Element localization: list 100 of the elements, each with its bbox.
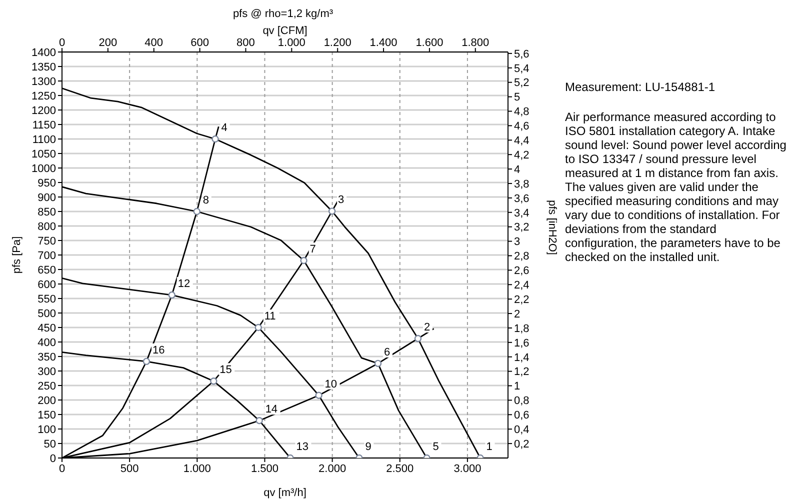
x-tick-label: 500 [120, 462, 139, 475]
y-tick-label: 1050 [32, 148, 56, 160]
y-tick-label: 200 [38, 394, 56, 407]
y-tick-label: 1400 [32, 46, 56, 59]
annotation: 5 [432, 441, 439, 453]
y2-tick-label: 4,4 [514, 135, 530, 148]
x2-tick-label: 1.800 [462, 37, 490, 49]
annotation: 7 [310, 244, 316, 256]
point [142, 358, 150, 366]
y2-tick-label: 0,4 [514, 424, 530, 436]
y-tick-label: 50 [44, 438, 56, 450]
x2-tick-label: 0 [58, 37, 66, 49]
annotation: 8 [202, 194, 210, 206]
y2-tick-label: 1,8 [514, 322, 530, 335]
annotation: 13 [296, 441, 309, 453]
x-tick-label: 2.500 [386, 462, 414, 475]
y-tick-label: 400 [38, 336, 56, 349]
x2-axis-title: qv [CFM] [262, 25, 308, 37]
x2-tick-label: 600 [190, 37, 209, 49]
y-tick-label: 1000 [32, 162, 56, 175]
annotation: 2 [424, 322, 430, 334]
y-tick-label: 950 [38, 177, 56, 190]
x2-tick-label: 400 [144, 37, 164, 49]
y2-tick-label: 1 [514, 380, 520, 393]
y2-tick-label: 1,6 [514, 337, 530, 350]
y-tick-label: 0 [50, 452, 56, 465]
chart-title: pfs @ rho=1,2 kg/m³ [232, 8, 334, 20]
x2-tick-label: 1.200 [324, 37, 352, 49]
text: Air performance measured according to ISO 5801 installation category A. Intake sound level: Sound power level according to ISO 13347 / sound pressure level measured at 1 m distance from fan axis. The values given are valid under the specified measuring conditions and may vary due to conditions of installation. For deviations from the standard configuration, the parameters have to be checked on the installed unit. [565, 110, 786, 264]
point [256, 416, 263, 424]
annotation: 12 [178, 278, 190, 290]
y2-tick-label: 1,2 [514, 366, 530, 378]
annotation: 4 [221, 122, 228, 134]
y-tick-label: 100 [38, 424, 56, 436]
x2-tick-label: 200 [98, 37, 118, 49]
y-tick-label: 1150 [32, 119, 56, 132]
y-tick-label: 650 [38, 264, 56, 276]
y2-tick-label: 0,8 [514, 395, 530, 408]
point [212, 135, 219, 143]
annotation: 3 [338, 194, 344, 206]
y2-axis-title: pfs [inH2O] [546, 200, 558, 255]
y-tick-label: 700 [38, 250, 56, 262]
y-tick-label: 550 [38, 293, 56, 306]
annotation: 6 [384, 346, 390, 358]
y2-tick-label: 3 [514, 236, 520, 248]
y2-tick-label: 5,2 [514, 77, 530, 90]
y2-tick-label: 3,6 [514, 192, 530, 205]
point [193, 208, 200, 216]
annotation: 1 [486, 441, 492, 453]
y-tick-label: 850 [38, 206, 56, 218]
y2-tick-label: 5,4 [514, 62, 530, 75]
y-tick-label: 600 [38, 278, 56, 291]
y2-tick-label: 4,2 [514, 149, 530, 162]
point [414, 334, 422, 342]
x-axis-title: qv [m³/h] [264, 487, 306, 499]
y-tick-label: 250 [38, 380, 56, 392]
y-tick-label: 150 [38, 409, 56, 422]
y2-tick-label: 4 [514, 164, 520, 176]
y-tick-label: 300 [38, 366, 56, 378]
point [315, 392, 322, 399]
x-tick-label: 1.500 [250, 462, 278, 475]
x-tick-label: 0 [58, 462, 66, 475]
x-tick-label: 2.000 [318, 462, 346, 475]
y-tick-label: 350 [38, 351, 56, 364]
y-tick-label: 1100 [32, 134, 56, 146]
y2-tick-label: 3,4 [514, 207, 530, 220]
annotation: 16 [152, 344, 165, 356]
y2-tick-label: 1,4 [514, 352, 530, 364]
annotation: 11 [264, 310, 276, 322]
point [254, 324, 262, 332]
y-tick-label: 1300 [32, 76, 56, 88]
y-axis-title: pfs [Pa] [10, 236, 23, 274]
y2-tick-label: 2,2 [514, 294, 530, 306]
y-tick-label: 800 [38, 220, 56, 233]
point [374, 360, 382, 368]
y2-tick-label: 0,2 [514, 438, 530, 450]
annotation: 10 [324, 378, 338, 390]
point [328, 208, 336, 215]
x-tick-label: 1.000 [183, 462, 211, 475]
x2-tick-label: 1.000 [278, 37, 306, 49]
y-tick-label: 450 [38, 322, 56, 334]
x2-tick-label: 800 [236, 37, 255, 49]
y2-tick-label: 4,6 [514, 120, 530, 133]
point [168, 291, 176, 299]
y-tick-label: 900 [38, 192, 56, 204]
y2-tick-label: 0,6 [514, 410, 530, 422]
y-tick-label: 1250 [32, 90, 56, 102]
y2-tick-label: 5,6 [514, 48, 530, 60]
point [300, 256, 308, 264]
y2-tick-label: 3,2 [514, 222, 530, 234]
y-tick-label: 500 [38, 308, 56, 320]
y2-tick-label: 2,6 [514, 265, 530, 278]
y2-tick-label: 2,4 [514, 280, 530, 292]
x-tick-label: 3.000 [454, 462, 482, 475]
point [210, 378, 218, 385]
y-tick-label: 1350 [32, 61, 56, 74]
x2-tick-label: 1.400 [370, 37, 398, 49]
y2-tick-label: 2 [514, 308, 520, 320]
y2-tick-label: 2,8 [514, 250, 530, 263]
text: Measurement: LU-154881-1 [565, 80, 716, 94]
